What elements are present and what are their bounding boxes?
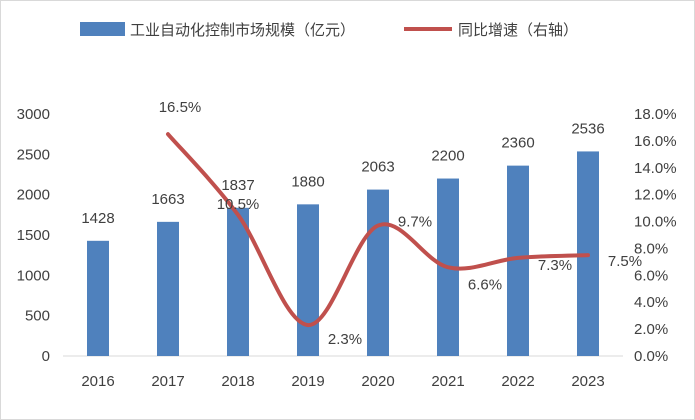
bar xyxy=(507,165,529,356)
line-data-label: 9.7% xyxy=(398,214,432,231)
legend: 工业自动化控制市场规模（亿元） 同比增速（右轴） xyxy=(80,22,578,39)
y-right-tick-label: 6.0% xyxy=(634,267,668,284)
growth-line xyxy=(166,132,590,328)
legend-bar-label: 工业自动化控制市场规模（亿元） xyxy=(130,22,355,39)
y-left-tick-label: 1000 xyxy=(17,267,50,284)
line-data-label: 6.6% xyxy=(468,276,502,293)
y-right-tick-label: 18.0% xyxy=(634,106,677,123)
y-left-tick-label: 2000 xyxy=(17,187,50,204)
bar-data-label: 1837 xyxy=(221,177,254,194)
bar-data-label: 1880 xyxy=(291,173,324,190)
x-tick-label: 2017 xyxy=(151,373,184,390)
legend-bar-swatch xyxy=(80,22,125,36)
bar-data-label: 2200 xyxy=(431,148,464,165)
bar-data-label: 1663 xyxy=(151,191,184,208)
x-tick-label: 2016 xyxy=(81,373,114,390)
y-left-tick-label: 1500 xyxy=(17,227,50,244)
bar-data-label: 2536 xyxy=(571,120,604,137)
line-data-label: 2.3% xyxy=(328,331,362,348)
bar-data-label: 2360 xyxy=(501,135,534,152)
line-data-label: 7.5% xyxy=(608,253,642,270)
y-right-tick-label: 2.0% xyxy=(634,321,668,338)
y-left-tick-label: 3000 xyxy=(17,106,50,123)
line-data-label: 7.3% xyxy=(538,257,572,274)
x-tick-label: 2020 xyxy=(361,373,394,390)
x-tick-label: 2021 xyxy=(431,373,464,390)
y-right-tick-label: 8.0% xyxy=(634,240,668,257)
bar xyxy=(367,189,389,356)
y-right-tick-label: 0.0% xyxy=(634,348,668,365)
legend-line-label: 同比增速（右轴） xyxy=(458,22,578,39)
y-left-tick-label: 0 xyxy=(42,348,50,365)
bar-data-label: 2063 xyxy=(361,159,394,176)
bar xyxy=(297,204,319,356)
y-right-tick-label: 4.0% xyxy=(634,294,668,311)
bar xyxy=(157,221,179,356)
y-left-tick-label: 2500 xyxy=(17,146,50,163)
y-right-tick-label: 12.0% xyxy=(634,187,677,204)
x-tick-label: 2022 xyxy=(501,373,534,390)
bar xyxy=(227,207,249,356)
x-tick-label: 2023 xyxy=(571,373,604,390)
y-right-tick-label: 10.0% xyxy=(634,214,677,231)
x-tick-label: 2018 xyxy=(221,373,254,390)
bar xyxy=(87,240,109,356)
y-right-tick-label: 14.0% xyxy=(634,160,677,177)
y-left-tick-label: 500 xyxy=(25,308,50,325)
y-right-tick-label: 16.0% xyxy=(634,133,677,150)
line-data-label: 16.5% xyxy=(159,99,202,116)
line-data-label: 10.5% xyxy=(217,196,260,213)
x-tick-label: 2019 xyxy=(291,373,324,390)
bar-data-label: 1428 xyxy=(81,210,114,227)
